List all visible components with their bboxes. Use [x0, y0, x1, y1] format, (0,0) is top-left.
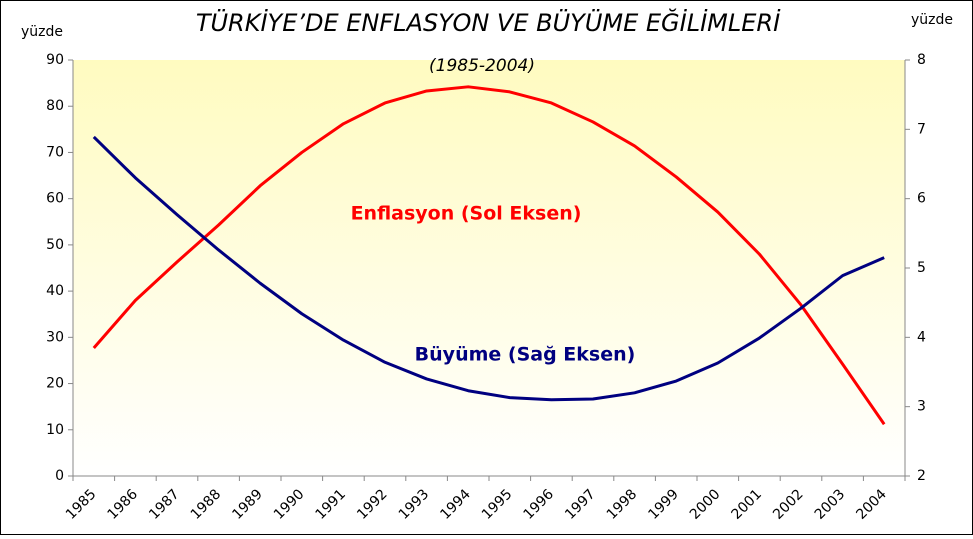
- y-tick-label: 50: [46, 237, 64, 253]
- y-tick-label: 90: [46, 52, 64, 68]
- legend-label: Enflasyon (Sol Eksen): [351, 203, 582, 225]
- y2-tick-label: 8: [917, 52, 926, 68]
- line-series: [92, 85, 886, 426]
- y2-tick-label: 6: [917, 191, 926, 207]
- chart-title: TÜRKİYE’DE ENFLASYON VE BÜYÜME EĞİLİMLER…: [196, 7, 781, 37]
- plot-area: [73, 60, 905, 476]
- y-tick-label: 60: [46, 191, 64, 207]
- y-tick-label: 10: [46, 422, 64, 438]
- y-tick-label: 20: [46, 376, 64, 392]
- y2-tick-label: 7: [917, 121, 926, 137]
- y-tick-label: 0: [55, 468, 64, 484]
- y-tick-label: 30: [46, 329, 64, 345]
- chart-subtitle: (1985-2004): [429, 56, 535, 76]
- line-series: [92, 135, 885, 402]
- y2-tick-label: 5: [917, 260, 926, 276]
- y2-tick-label: 4: [917, 329, 926, 345]
- y2-tick-label: 2: [917, 468, 926, 484]
- y-tick-label: 40: [46, 283, 64, 299]
- y2-tick-label: 3: [917, 399, 926, 415]
- y-tick-label: 70: [46, 144, 64, 160]
- y-axis-label: yüzde: [21, 24, 63, 40]
- y-tick-label: 80: [46, 98, 64, 114]
- y2-axis-label: yüzde: [911, 12, 953, 28]
- legend-label: Büyüme (Sağ Eksen): [415, 344, 636, 366]
